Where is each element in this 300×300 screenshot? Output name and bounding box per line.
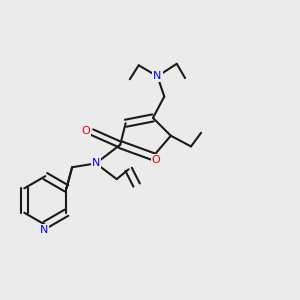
Text: N: N [153,71,162,81]
Text: O: O [81,126,90,136]
Text: N: N [92,158,100,168]
Text: N: N [40,225,48,235]
Text: O: O [152,155,160,165]
